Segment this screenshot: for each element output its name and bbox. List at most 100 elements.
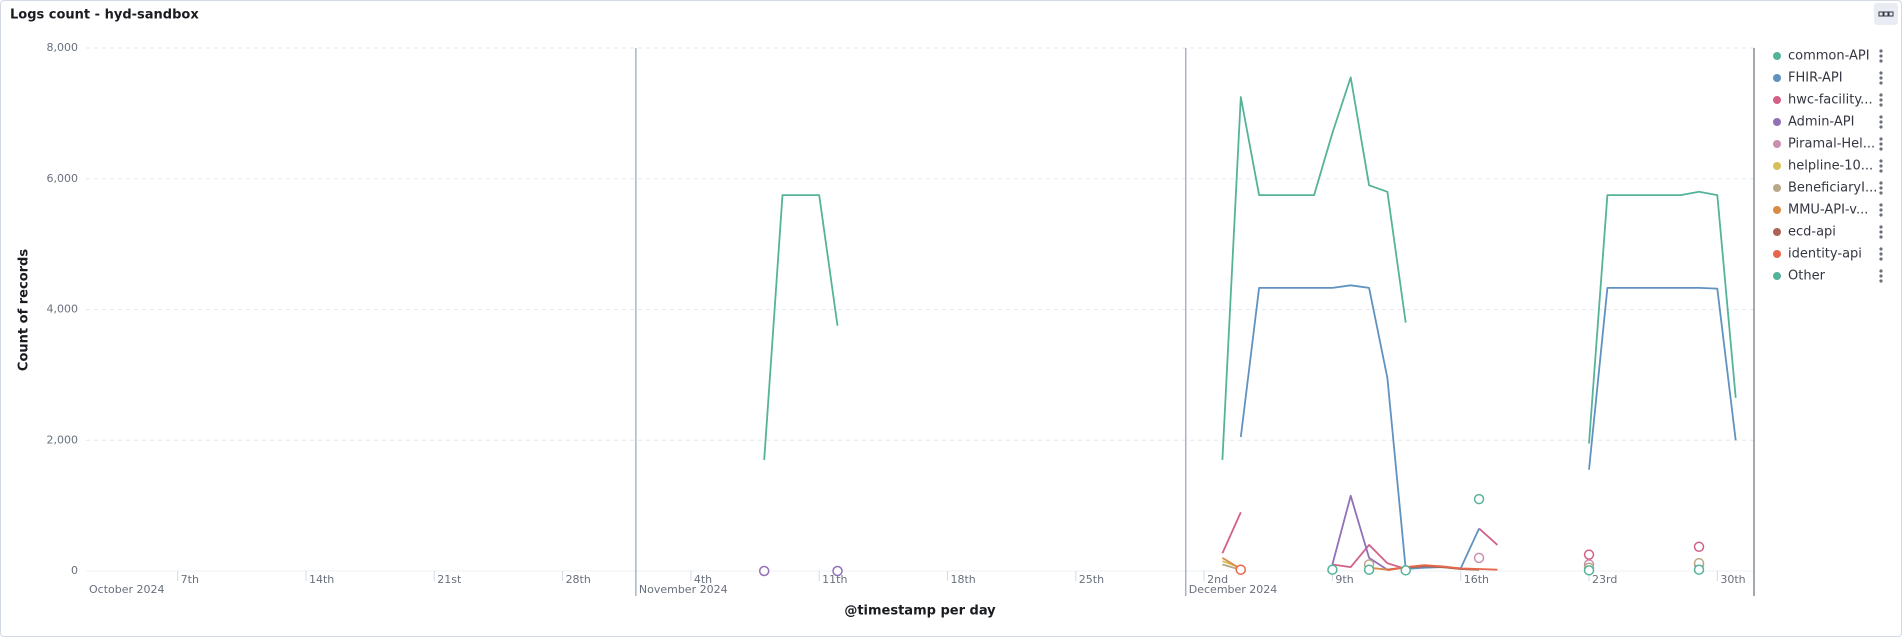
- legend-item[interactable]: FHIR-API: [1773, 71, 1883, 86]
- series-point: [1235, 564, 1247, 575]
- legend-action-dot: [1879, 59, 1883, 63]
- x-tick-label: 14th: [309, 573, 334, 586]
- legend-action-dot: [1879, 208, 1883, 212]
- series-point: [1327, 564, 1338, 575]
- legend-item[interactable]: identity-api: [1773, 247, 1883, 262]
- legend-action-dot: [1879, 252, 1883, 256]
- legend-action-dot: [1879, 274, 1883, 278]
- legend-swatch: [1773, 118, 1781, 126]
- series-line: [1221, 511, 1499, 570]
- x-tick-label: 9th: [1335, 573, 1353, 586]
- legend-swatch: [1773, 96, 1781, 104]
- legend-action-dot: [1879, 54, 1883, 58]
- legend-action-dot: [1879, 142, 1883, 146]
- legend-item[interactable]: common-API: [1773, 49, 1883, 64]
- legend-action-dot: [1879, 181, 1883, 185]
- legend-label: MMU-API-v...: [1788, 203, 1868, 218]
- legend-label: Admin-API: [1788, 115, 1854, 130]
- x-tick-label: 18th: [950, 573, 975, 586]
- legend-action-dot: [1879, 103, 1883, 107]
- legend-item[interactable]: BeneficiaryI...: [1773, 181, 1883, 196]
- x-month-label: October 2024: [89, 583, 165, 596]
- x-tick-label: 11th: [822, 573, 847, 586]
- legend-item[interactable]: ecd-api: [1773, 225, 1883, 240]
- legend-action-dot: [1879, 235, 1883, 239]
- panel-title: Logs count - hyd-sandbox: [10, 8, 199, 23]
- legend-swatch: [1773, 52, 1781, 60]
- legend-action-dot: [1879, 247, 1883, 251]
- x-tick-label: 4th: [694, 573, 712, 586]
- x-tick-label: 2nd: [1207, 573, 1228, 586]
- legend-label: helpline-10...: [1788, 159, 1873, 174]
- legend-action-dot: [1879, 279, 1883, 283]
- legend-action-dot: [1879, 269, 1883, 273]
- legend-action-dot: [1879, 230, 1883, 234]
- x-month-label: November 2024: [639, 583, 728, 596]
- legend-action-dot: [1879, 225, 1883, 229]
- series-point: [1473, 552, 1485, 564]
- x-tick-label: 30th: [1720, 573, 1745, 586]
- x-tick-label: 25th: [1079, 573, 1104, 586]
- series-point: [1363, 564, 1375, 575]
- x-tick-label: 7th: [181, 573, 199, 586]
- y-tick-label: 8,000: [47, 41, 79, 54]
- legend-label: Piramal-Hel...: [1788, 137, 1875, 152]
- legend-action-dot: [1879, 147, 1883, 151]
- legend-action-dot: [1879, 159, 1883, 163]
- legend-label: FHIR-API: [1788, 71, 1843, 86]
- legend-swatch: [1773, 206, 1781, 214]
- legend-swatch: [1773, 184, 1781, 192]
- legend-swatch: [1773, 272, 1781, 280]
- series-point: [1693, 564, 1705, 575]
- x-axis-title: @timestamp per day: [844, 604, 996, 619]
- legend-action-dot: [1879, 164, 1883, 168]
- panel-menu-icon: [1878, 11, 1894, 17]
- legend-action-dot: [1879, 191, 1883, 195]
- series-point: [832, 565, 843, 577]
- series-line: [763, 76, 1737, 460]
- series-line: [1239, 284, 1737, 570]
- legend-label: Other: [1788, 269, 1826, 284]
- legend-action-dot: [1879, 257, 1883, 261]
- legend-action-dot: [1879, 203, 1883, 207]
- legend-action-dot: [1879, 186, 1883, 190]
- legend-action-dot: [1879, 49, 1883, 53]
- legend-label: common-API: [1788, 49, 1870, 64]
- legend-item[interactable]: hwc-facility...: [1773, 93, 1883, 108]
- legend-action-dot: [1879, 98, 1883, 102]
- legend-action-dot: [1879, 125, 1883, 129]
- legend-label: hwc-facility...: [1788, 93, 1873, 108]
- legend-action-dot: [1879, 81, 1883, 85]
- legend-action-dot: [1879, 71, 1883, 75]
- x-tick-label: 23rd: [1592, 573, 1617, 586]
- legend-item[interactable]: MMU-API-v...: [1773, 203, 1883, 218]
- series-point: [1400, 565, 1411, 576]
- legend-swatch: [1773, 250, 1781, 258]
- series-point: [1583, 549, 1595, 560]
- legend-swatch: [1773, 140, 1781, 148]
- legend-action-dot: [1879, 120, 1883, 124]
- legend-item[interactable]: Piramal-Hel...: [1773, 137, 1883, 152]
- x-tick-label: 16th: [1464, 573, 1489, 586]
- panel-menu-button[interactable]: [1874, 3, 1898, 25]
- x-month-label: December 2024: [1189, 583, 1278, 596]
- series-point: [1693, 541, 1705, 553]
- legend-item[interactable]: helpline-10...: [1773, 159, 1883, 174]
- series-point: [1583, 565, 1595, 576]
- x-tick-label: 28th: [566, 573, 591, 586]
- legend-action-dot: [1879, 76, 1883, 80]
- y-tick-label: 4,000: [47, 303, 79, 316]
- legend-action-dot: [1879, 115, 1883, 119]
- legend-item[interactable]: Admin-API: [1773, 115, 1883, 130]
- legend-label: BeneficiaryI...: [1788, 181, 1877, 196]
- y-axis-title: Count of records: [17, 249, 32, 371]
- legend-item[interactable]: Other: [1773, 269, 1883, 284]
- x-tick-label: 21st: [437, 573, 462, 586]
- series-line: [1331, 494, 1388, 571]
- y-tick-label: 2,000: [47, 433, 79, 446]
- legend-action-dot: [1879, 137, 1883, 141]
- legend-swatch: [1773, 74, 1781, 82]
- series-point: [1473, 493, 1485, 505]
